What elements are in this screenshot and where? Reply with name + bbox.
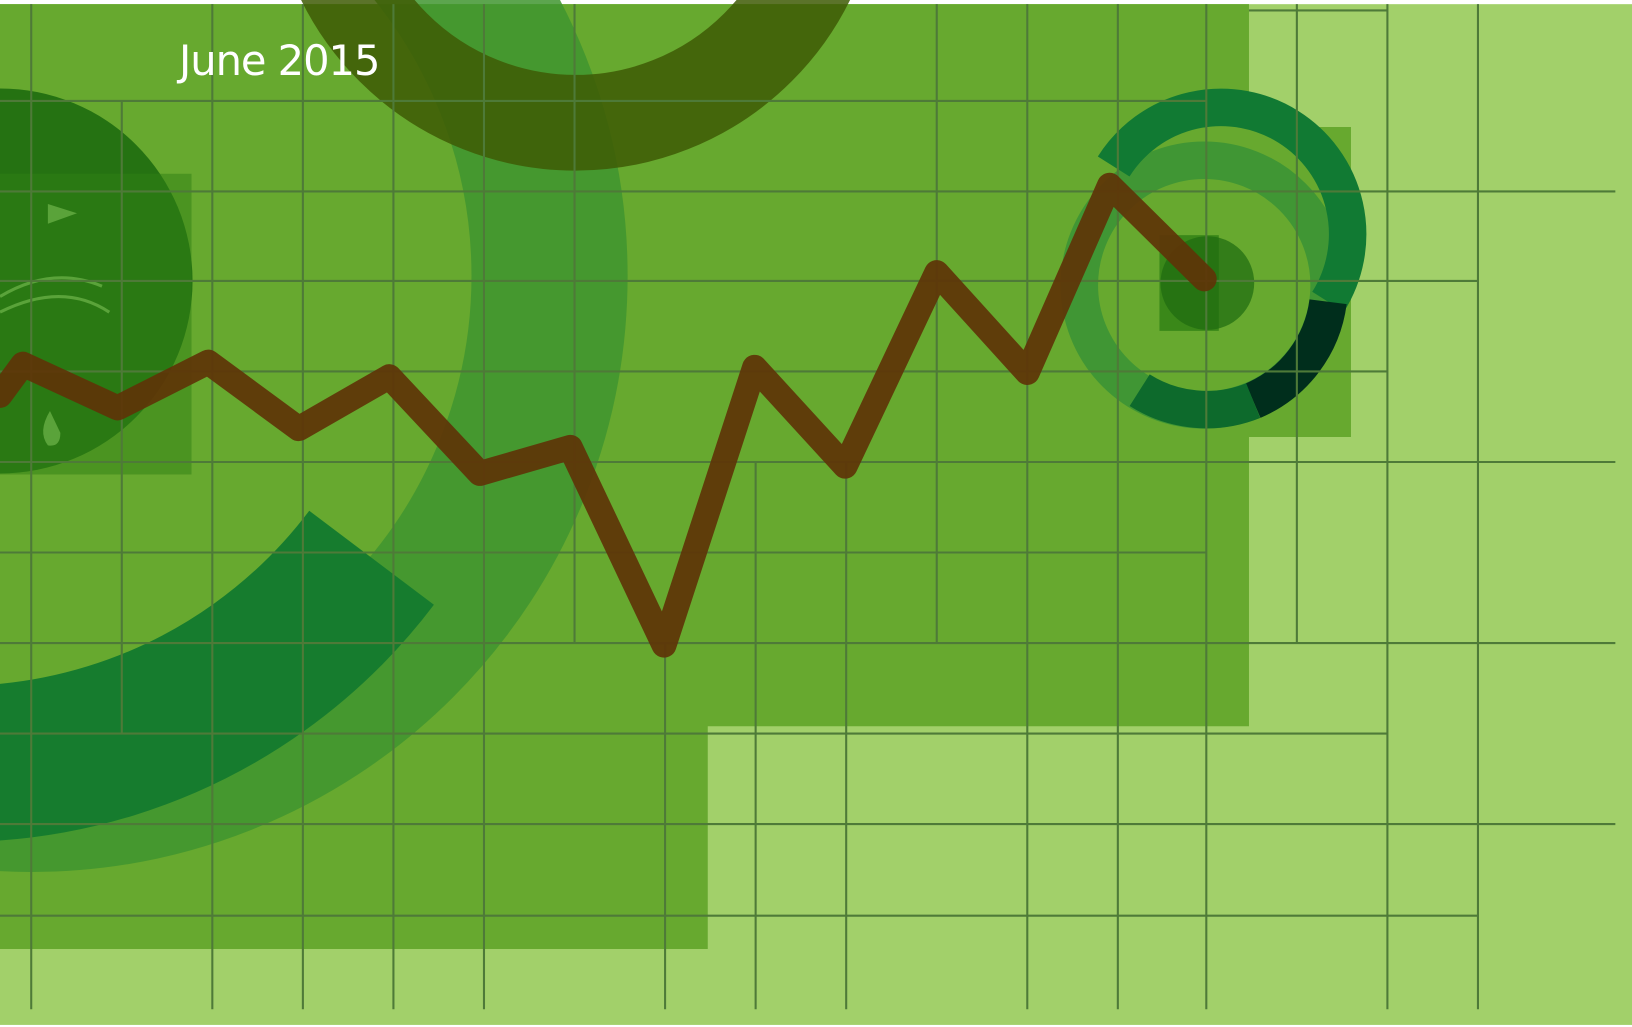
issue-date: June 2015 bbox=[176, 36, 379, 85]
page: {"date": "June 2015"} bbox=[0, 0, 1632, 1027]
cover-illustration: June 2015 bbox=[0, 0, 1632, 1027]
